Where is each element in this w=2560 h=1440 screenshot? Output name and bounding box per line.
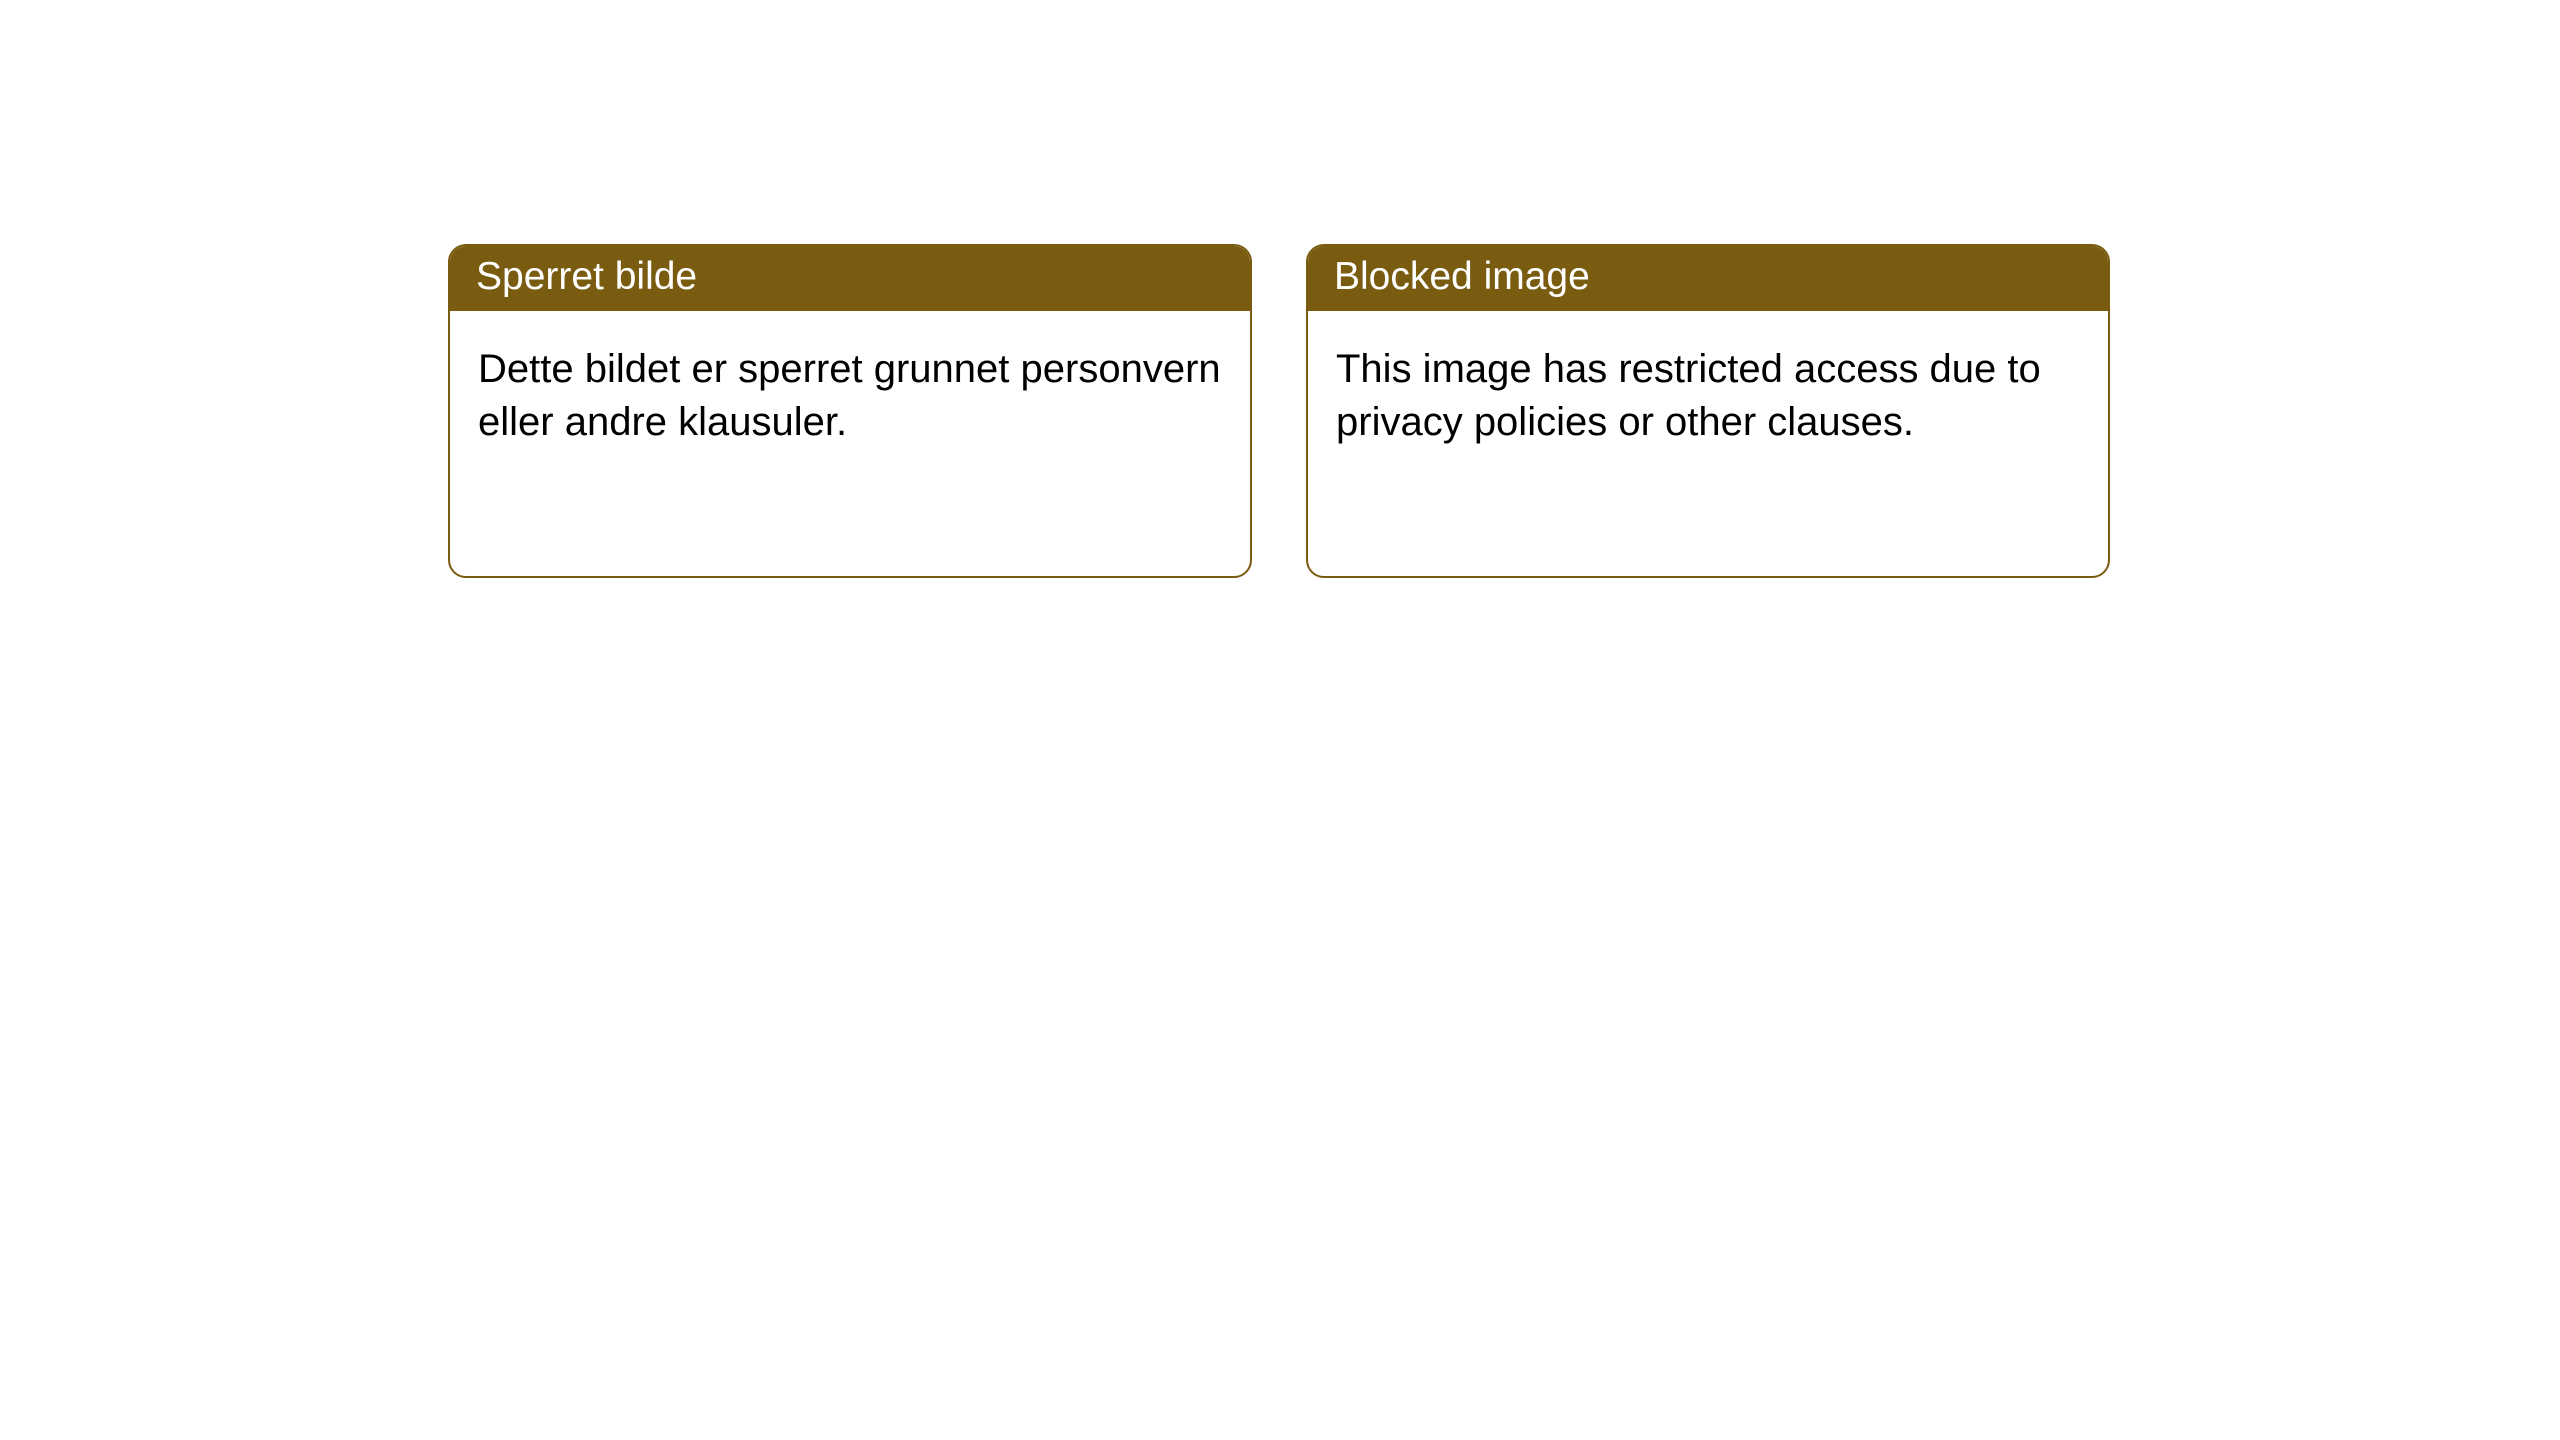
- card-english: Blocked image This image has restricted …: [1306, 244, 2110, 578]
- card-title: Blocked image: [1334, 255, 1590, 298]
- card-body-text: Dette bildet er sperret grunnet personve…: [478, 347, 1221, 444]
- card-norwegian: Sperret bilde Dette bildet er sperret gr…: [448, 244, 1252, 578]
- card-body-english: This image has restricted access due to …: [1308, 311, 2108, 481]
- card-header-norwegian: Sperret bilde: [450, 246, 1250, 311]
- card-body-text: This image has restricted access due to …: [1336, 347, 2041, 444]
- card-title: Sperret bilde: [476, 255, 697, 298]
- cards-container: Sperret bilde Dette bildet er sperret gr…: [0, 0, 2560, 578]
- card-body-norwegian: Dette bildet er sperret grunnet personve…: [450, 311, 1250, 481]
- card-header-english: Blocked image: [1308, 246, 2108, 311]
